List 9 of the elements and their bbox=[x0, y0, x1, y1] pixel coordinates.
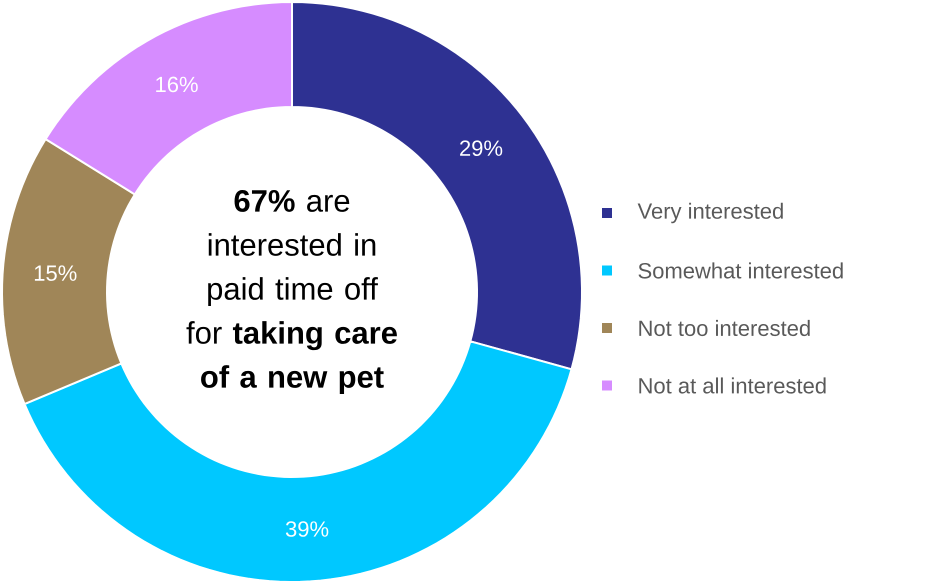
legend-label: Very interested bbox=[638, 202, 783, 224]
legend-label: Somewhat interested bbox=[638, 262, 843, 279]
data-label: 29% bbox=[460, 140, 502, 156]
data-label: 16% bbox=[156, 76, 198, 92]
data-label: 39% bbox=[286, 521, 328, 537]
legend-label: Not at all interested bbox=[639, 377, 826, 394]
text: 67% are interested in paid time off for taking care of a new pet bbox=[186, 190, 397, 394]
data-label: 15% bbox=[34, 265, 76, 281]
legend-label: Not too interested bbox=[639, 320, 810, 336]
